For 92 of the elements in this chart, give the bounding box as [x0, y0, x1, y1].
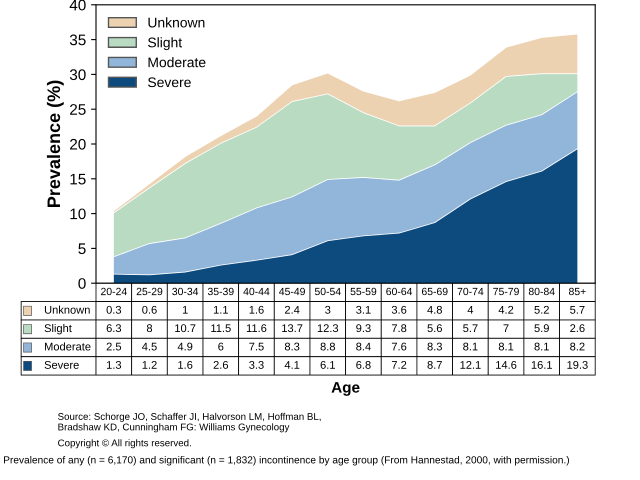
data-label: 7.2 — [392, 361, 406, 369]
data-label: 11.5 — [211, 324, 231, 332]
data-label: 4.1 — [284, 361, 300, 369]
data-label: 12.1 — [460, 361, 481, 369]
data-label: 5.7 — [570, 306, 585, 314]
data-label: 6.1 — [320, 361, 335, 369]
y-tick-label: 20 — [70, 138, 86, 150]
x-tick-label: 50-54 — [314, 288, 341, 296]
y-tick-label: 5 — [78, 243, 86, 254]
data-label: 8.4 — [356, 342, 371, 350]
text: Age — [332, 382, 360, 396]
text: Moderate — [44, 342, 91, 350]
data-label: 7.6 — [392, 342, 406, 350]
x-tick-label: 75-79 — [493, 288, 519, 296]
data-label: 7 — [504, 324, 509, 332]
data-label: 10.7 — [175, 324, 196, 332]
data-label: 8.3 — [428, 342, 442, 350]
data-label: 9.3 — [356, 324, 371, 332]
text: Unknown — [44, 306, 90, 314]
data-label: 7.8 — [392, 324, 406, 332]
data-label: 1.6 — [178, 361, 192, 369]
data-label: 5.6 — [427, 324, 442, 332]
source-note: Source: Schorge JO, Schaffer JI, Halvorson LM, Hoffman BL, Bradshaw KD, Cunningham FG: Williams Gynecology — [58, 412, 321, 432]
y-tick-label: 15 — [70, 174, 86, 184]
legend-label: Slight — [148, 37, 182, 50]
data-label: 8.1 — [534, 342, 549, 350]
data-label: 3.3 — [249, 361, 264, 369]
data-label: 8.7 — [428, 361, 442, 369]
y-tick-label: 35 — [70, 34, 86, 46]
data-label: 1.6 — [250, 306, 264, 314]
x-tick-label: 45-49 — [279, 288, 305, 296]
text: Slight — [44, 324, 72, 334]
x-tick-label: 35-39 — [208, 288, 234, 296]
x-tick-label: 60-64 — [386, 288, 412, 296]
legend-label: Moderate — [148, 57, 206, 68]
x-tick-label: 65-69 — [422, 288, 448, 296]
data-label: 11.6 — [246, 324, 266, 332]
data-label: 3 — [325, 306, 330, 314]
data-label: 6 — [218, 342, 224, 350]
legend-label: Unknown — [148, 17, 204, 28]
data-label: 1.3 — [106, 361, 122, 369]
data-label: 8.3 — [284, 342, 300, 350]
y-tick-label: 40 — [70, 0, 86, 10]
data-label: 8.8 — [320, 342, 336, 350]
data-label: 19.3 — [567, 361, 588, 369]
x-tick-label: 30-34 — [172, 288, 198, 296]
data-label: 5.2 — [534, 306, 549, 314]
data-label: 6.8 — [356, 361, 371, 369]
data-label: 2.5 — [106, 342, 122, 350]
data-label: 12.3 — [318, 324, 338, 332]
text: Prevalence of any (n = 6,170) and significant (n = 1,832) incontinence by age group (From Hannestad, 2000, with permission.) — [4, 456, 569, 466]
x-tick-label: 85+ — [568, 288, 586, 296]
data-label: 3.1 — [356, 306, 371, 314]
data-label: 8.2 — [570, 342, 585, 350]
data-label: 7.5 — [249, 342, 264, 350]
data-label: 6.3 — [106, 324, 122, 332]
data-label: 16.1 — [532, 361, 552, 369]
data-label: 2.4 — [284, 306, 300, 314]
data-label: 8.1 — [463, 342, 478, 350]
x-tick-label: 40-44 — [243, 288, 270, 296]
data-label: 4.5 — [142, 342, 157, 350]
data-label: 4.2 — [498, 306, 514, 314]
y-tick-label: 30 — [70, 69, 86, 80]
y-tick-label: 25 — [70, 104, 86, 115]
y-axis-title: Prevalence (%) — [46, 80, 64, 208]
x-tick-label: 80-84 — [528, 288, 555, 296]
data-label: 2.6 — [570, 324, 585, 332]
data-label: 4 — [468, 306, 474, 314]
data-label: 1.2 — [142, 361, 157, 369]
data-label: 0.6 — [142, 306, 157, 314]
data-label: 5.9 — [534, 324, 549, 332]
data-label: 3.6 — [392, 306, 406, 314]
data-label: 13.7 — [282, 324, 302, 332]
data-label: 14.6 — [496, 361, 516, 369]
data-label: 8.1 — [498, 342, 514, 350]
data-label: 5.7 — [463, 324, 478, 332]
data-label: 2.6 — [214, 361, 228, 369]
data-label: 4.8 — [427, 306, 442, 314]
legend-label: Severe — [148, 77, 191, 88]
data-label: 1 — [182, 306, 188, 314]
data-label: 8 — [146, 324, 152, 332]
x-tick-label: 20-24 — [101, 288, 127, 296]
data-label: 1.1 — [214, 306, 228, 314]
x-tick-label: 25-29 — [136, 288, 162, 296]
text: Severe — [44, 361, 79, 369]
data-label: 0.3 — [106, 306, 122, 314]
data-label: 4.9 — [178, 342, 192, 350]
y-tick-label: 10 — [70, 208, 86, 220]
y-tick-label: 0 — [78, 278, 86, 289]
text: Copyright © All rights reserved. — [58, 439, 191, 448]
x-tick-label: 55-59 — [350, 288, 376, 296]
x-tick-label: 70-74 — [458, 288, 484, 296]
